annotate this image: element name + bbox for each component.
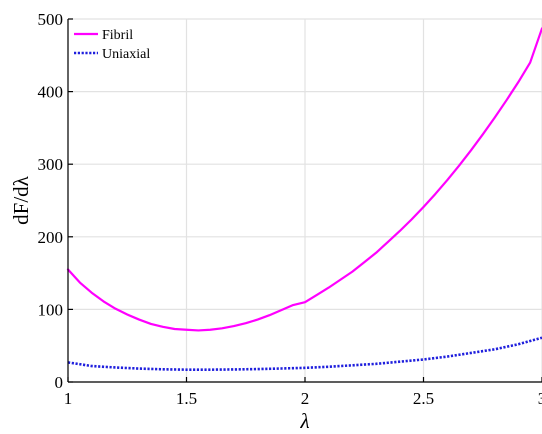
series-line-fibril (66, 27, 542, 332)
grid (67, 18, 542, 383)
tick-labels: 1 1.5 2 2.5 3 0 100 200 300 400 500 (38, 10, 542, 408)
x-axis-title: λ (299, 409, 309, 433)
y-tick-label: 300 (38, 155, 64, 174)
y-axis-title: dF/dλ (9, 175, 33, 225)
y-tick-label: 100 (38, 300, 64, 319)
y-tick-label: 500 (38, 10, 64, 29)
y-tick-label: 0 (55, 373, 64, 392)
series-line-uniaxial (67, 336, 542, 371)
x-tick-label: 2 (301, 389, 310, 408)
series-layer (66, 27, 542, 371)
legend-label-fibril: Fibril (102, 28, 133, 43)
x-tick-label: 1 (64, 389, 73, 408)
x-tick-label: 3 (538, 389, 542, 408)
x-tick-label: 1.5 (176, 389, 197, 408)
legend-label-uniaxial: Uniaxial (102, 47, 150, 62)
legend: Fibril Uniaxial (70, 21, 170, 65)
x-tick-label: 2.5 (413, 389, 434, 408)
y-tick-label: 400 (38, 83, 64, 102)
axes (67, 18, 542, 383)
legend-box (70, 21, 170, 65)
y-tick-label: 200 (38, 228, 64, 247)
